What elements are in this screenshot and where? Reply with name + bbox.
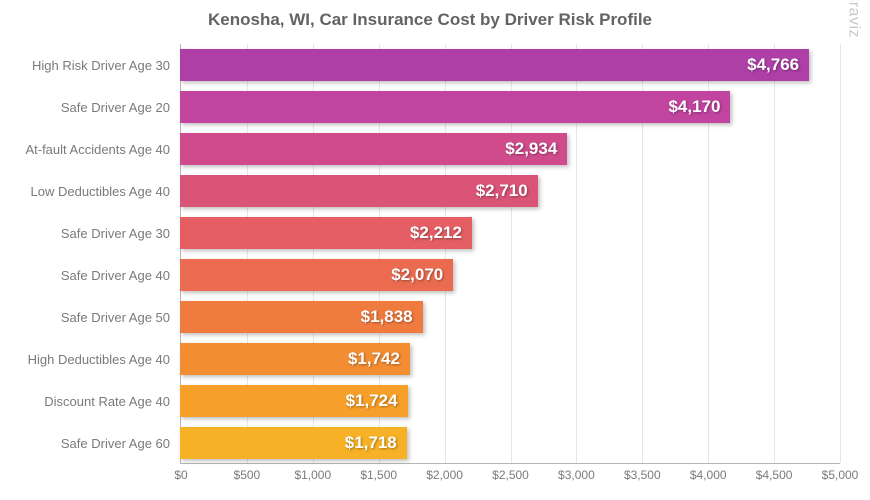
y-axis-label: Low Deductibles Age 40: [20, 184, 180, 199]
x-axis-label: $3,500: [624, 463, 661, 482]
bar-value-label: $1,718: [345, 433, 397, 453]
plot-area: $0$500$1,000$1,500$2,000$2,500$3,000$3,5…: [180, 44, 840, 464]
bar-value-label: $2,070: [391, 265, 443, 285]
bar: $1,838: [180, 301, 423, 333]
x-axis-label: $4,000: [690, 463, 727, 482]
x-axis-label: $2,500: [492, 463, 529, 482]
bar: $2,212: [180, 217, 472, 249]
x-axis-label: $3,000: [558, 463, 595, 482]
x-axis-label: $4,500: [756, 463, 793, 482]
bar: $4,766: [180, 49, 809, 81]
bar: $2,070: [180, 259, 453, 291]
bar: $2,710: [180, 175, 538, 207]
bar: $4,170: [180, 91, 730, 123]
watermark: ≡ insuraviz: [844, 0, 862, 38]
bar-value-label: $1,838: [361, 307, 413, 327]
bar: $1,742: [180, 343, 410, 375]
bar-row: At-fault Accidents Age 40$2,934: [180, 128, 840, 170]
y-axis-label: Safe Driver Age 40: [20, 268, 180, 283]
bar-value-label: $2,710: [476, 181, 528, 201]
bar-row: Safe Driver Age 30$2,212: [180, 212, 840, 254]
bar-row: High Risk Driver Age 30$4,766: [180, 44, 840, 86]
bar-row: Safe Driver Age 60$1,718: [180, 422, 840, 464]
y-axis-label: Discount Rate Age 40: [20, 394, 180, 409]
bar-value-label: $4,766: [747, 55, 799, 75]
watermark-text: insuraviz: [844, 0, 862, 38]
x-axis-label: $5,000: [822, 463, 859, 482]
x-axis-label: $500: [234, 463, 261, 482]
bar-value-label: $1,724: [346, 391, 398, 411]
bar-value-label: $1,742: [348, 349, 400, 369]
y-axis-label: Safe Driver Age 20: [20, 100, 180, 115]
bar-row: Low Deductibles Age 40$2,710: [180, 170, 840, 212]
y-axis-label: At-fault Accidents Age 40: [20, 142, 180, 157]
y-axis-label: High Deductibles Age 40: [20, 352, 180, 367]
bar-row: Safe Driver Age 20$4,170: [180, 86, 840, 128]
bar: $1,718: [180, 427, 407, 459]
y-axis-label: High Risk Driver Age 30: [20, 58, 180, 73]
x-axis-label: $2,000: [426, 463, 463, 482]
x-axis-label: $0: [174, 463, 187, 482]
bar-value-label: $2,212: [410, 223, 462, 243]
y-axis-label: Safe Driver Age 30: [20, 226, 180, 241]
gridline: [840, 44, 841, 463]
bar-value-label: $2,934: [505, 139, 557, 159]
bar-value-label: $4,170: [668, 97, 720, 117]
chart-container: Kenosha, WI, Car Insurance Cost by Drive…: [0, 0, 870, 500]
bar-row: Discount Rate Age 40$1,724: [180, 380, 840, 422]
x-axis-label: $1,500: [360, 463, 397, 482]
y-axis-label: Safe Driver Age 50: [20, 310, 180, 325]
bar-row: High Deductibles Age 40$1,742: [180, 338, 840, 380]
chart-title: Kenosha, WI, Car Insurance Cost by Drive…: [20, 10, 840, 30]
bar-row: Safe Driver Age 50$1,838: [180, 296, 840, 338]
bar: $1,724: [180, 385, 408, 417]
bar: $2,934: [180, 133, 567, 165]
bar-row: Safe Driver Age 40$2,070: [180, 254, 840, 296]
y-axis-label: Safe Driver Age 60: [20, 436, 180, 451]
x-axis-label: $1,000: [294, 463, 331, 482]
